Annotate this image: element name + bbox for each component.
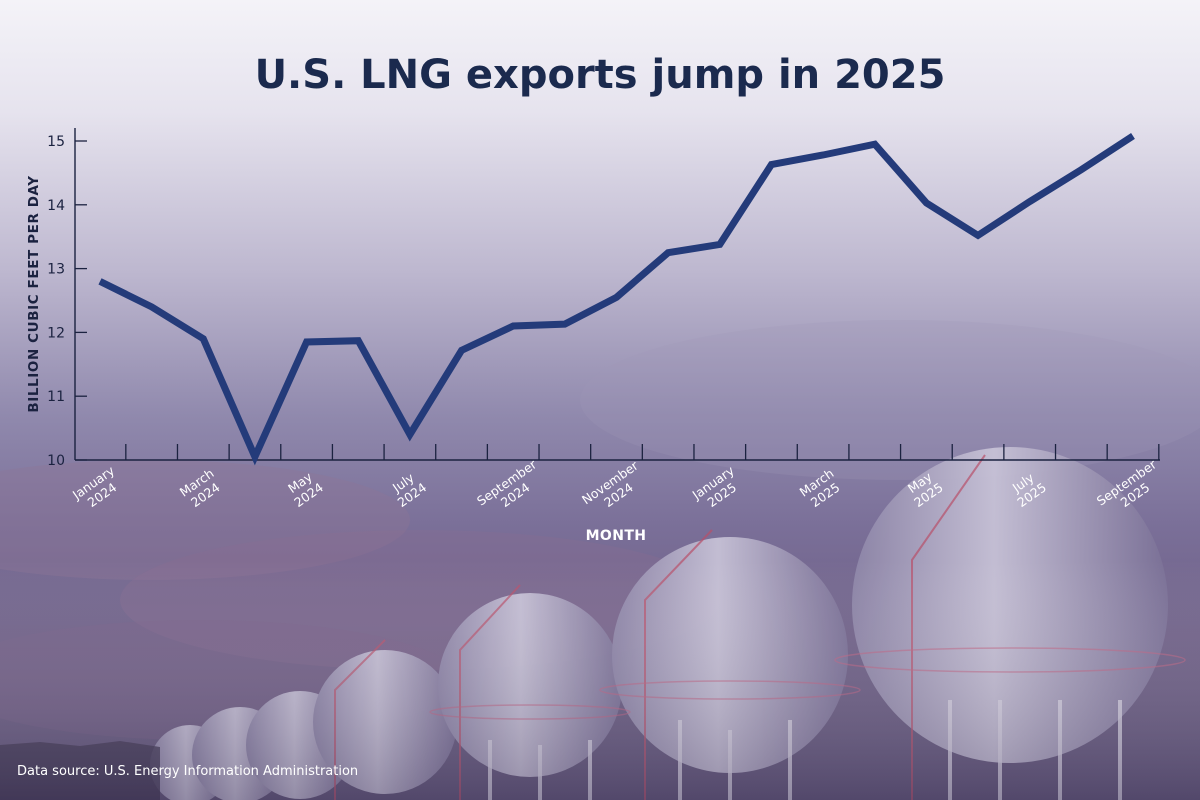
x-tick-label: January2025 xyxy=(689,463,746,516)
y-tick-label: 13 xyxy=(47,262,65,278)
y-tick-label: 14 xyxy=(47,198,65,214)
x-tick-label: May2025 xyxy=(902,467,945,510)
x-tick-label: September2024 xyxy=(474,456,549,521)
x-tick-label: November2024 xyxy=(579,457,650,519)
x-tick-labels: January2024 March2024 May2024 July2024 Septe… xyxy=(69,456,1169,521)
x-tick-label: May2024 xyxy=(283,467,326,510)
x-tick-label: January2024 xyxy=(69,463,126,516)
data-source-note: Data source: U.S. Energy Information Adm… xyxy=(17,764,359,779)
y-tick-label: 15 xyxy=(47,134,65,150)
x-axis-label: MONTH xyxy=(586,528,647,544)
x-tick-label: September2025 xyxy=(1094,456,1169,521)
y-tick-label: 10 xyxy=(47,453,65,469)
x-tick-label: July2025 xyxy=(1006,467,1049,510)
x-tick-label: July2024 xyxy=(386,467,429,510)
y-tick-label: 12 xyxy=(47,325,65,341)
x-tick-label: March2024 xyxy=(177,466,225,512)
y-axis-label: BILLION CUBIC FEET PER DAY xyxy=(26,175,42,412)
x-tick-label: March2025 xyxy=(797,466,845,512)
x-ticks xyxy=(125,444,1160,460)
chart-title: U.S. LNG exports jump in 2025 xyxy=(255,52,946,98)
y-tick-label: 11 xyxy=(47,389,65,405)
series-line-lng-exports xyxy=(98,132,1135,466)
y-ticks: 10 11 12 13 14 15 xyxy=(47,134,87,469)
series-group xyxy=(98,132,1135,466)
